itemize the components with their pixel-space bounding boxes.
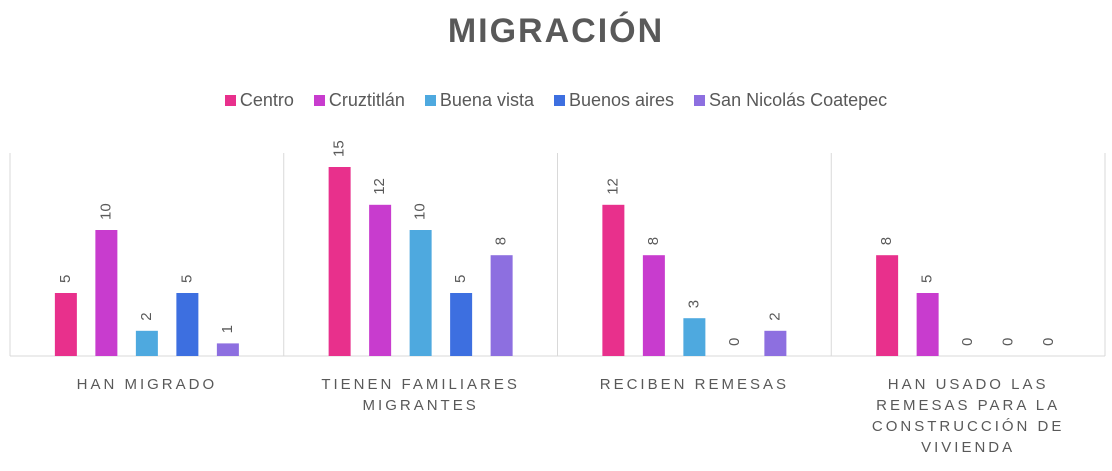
data-label: 5 <box>919 275 936 283</box>
data-label: 12 <box>371 178 388 195</box>
data-label: 10 <box>97 203 114 220</box>
legend-swatch <box>553 95 565 106</box>
data-label: 0 <box>959 338 976 346</box>
data-label: 10 <box>412 203 429 220</box>
legend-swatch <box>424 95 436 106</box>
bar <box>369 204 392 356</box>
bar <box>216 343 239 356</box>
legend-swatch <box>313 95 325 106</box>
chart-title: MIGRACIÓN <box>447 12 665 50</box>
legend: Centro Cruztitlán Buena vista Buenos aires S… <box>0 90 1112 111</box>
data-label: 0 <box>1000 338 1017 346</box>
legend-label: Buenos aires <box>568 90 675 110</box>
bar <box>916 293 939 356</box>
legend-label: Centro <box>239 90 294 110</box>
x-tick-label: TIENEN FAMILIARES MIGRANTES <box>321 376 520 414</box>
bar <box>409 230 432 356</box>
data-label: 5 <box>452 275 469 283</box>
legend-item: Buenos aires <box>553 90 675 111</box>
data-label: 1 <box>219 325 236 333</box>
legend-item: Cruztitlán <box>313 90 405 111</box>
data-label: 12 <box>604 178 621 195</box>
data-label: 5 <box>178 275 195 283</box>
x-tick-label: HAN USADO LAS REMESAS PARA LA CONSTRUCCI… <box>871 376 1065 456</box>
data-label: 0 <box>726 338 743 346</box>
bar <box>95 230 118 356</box>
data-label: 8 <box>493 237 510 245</box>
bar <box>328 167 351 356</box>
bar <box>54 293 77 356</box>
bar <box>135 330 158 356</box>
data-label: 8 <box>878 237 895 245</box>
data-label: 8 <box>645 237 662 245</box>
data-label: 2 <box>138 312 155 320</box>
data-label: 5 <box>57 275 74 283</box>
x-tick-label: HAN MIGRADO <box>76 376 218 393</box>
legend-item: San Nicolás Coatepec <box>694 90 887 111</box>
legend-swatch <box>694 95 706 106</box>
data-label: 3 <box>685 300 702 308</box>
data-label: 2 <box>766 312 783 320</box>
bar <box>876 255 899 356</box>
bar <box>683 318 706 356</box>
legend-item: Centro <box>224 90 294 111</box>
x-tick-label: RECIBEN REMESAS <box>599 376 789 393</box>
bar <box>642 255 665 356</box>
bar <box>176 293 199 356</box>
legend-label: Buena vista <box>439 90 534 110</box>
data-label: 0 <box>1040 338 1057 346</box>
bar <box>450 293 473 356</box>
data-label: 15 <box>331 140 348 157</box>
bar <box>490 255 513 356</box>
bar <box>602 204 625 356</box>
bar <box>764 330 787 356</box>
legend-swatch <box>224 95 236 106</box>
legend-item: Buena vista <box>424 90 534 111</box>
legend-label: Cruztitlán <box>328 90 405 110</box>
legend-label: San Nicolás Coatepec <box>709 90 888 110</box>
